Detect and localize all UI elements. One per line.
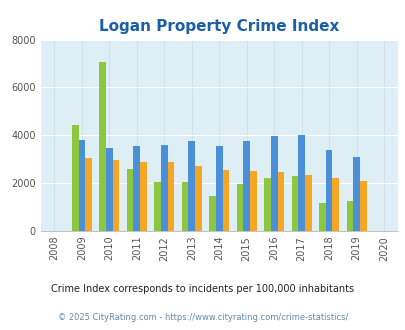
- Bar: [325, 150, 332, 231]
- Bar: [332, 178, 338, 231]
- Bar: [304, 175, 311, 231]
- Bar: [222, 170, 228, 231]
- Bar: [160, 145, 167, 231]
- Bar: [352, 157, 359, 231]
- Bar: [209, 196, 215, 231]
- Bar: [298, 135, 304, 231]
- Bar: [270, 137, 277, 231]
- Bar: [112, 160, 119, 231]
- Bar: [85, 158, 92, 231]
- Bar: [127, 169, 133, 231]
- Bar: [236, 184, 243, 231]
- Text: © 2025 CityRating.com - https://www.cityrating.com/crime-statistics/: © 2025 CityRating.com - https://www.city…: [58, 313, 347, 322]
- Bar: [99, 62, 106, 231]
- Bar: [167, 162, 174, 231]
- Bar: [140, 162, 146, 231]
- Bar: [154, 182, 160, 231]
- Bar: [346, 201, 352, 231]
- Bar: [249, 171, 256, 231]
- Bar: [133, 146, 140, 231]
- Bar: [291, 176, 298, 231]
- Text: Crime Index corresponds to incidents per 100,000 inhabitants: Crime Index corresponds to incidents per…: [51, 284, 354, 294]
- Bar: [188, 141, 194, 231]
- Bar: [215, 146, 222, 231]
- Bar: [277, 172, 284, 231]
- Bar: [359, 181, 366, 231]
- Bar: [243, 141, 249, 231]
- Bar: [318, 204, 325, 231]
- Bar: [106, 148, 112, 231]
- Bar: [181, 182, 188, 231]
- Bar: [78, 140, 85, 231]
- Bar: [72, 124, 78, 231]
- Bar: [194, 166, 201, 231]
- Title: Logan Property Crime Index: Logan Property Crime Index: [99, 19, 339, 34]
- Bar: [264, 178, 270, 231]
